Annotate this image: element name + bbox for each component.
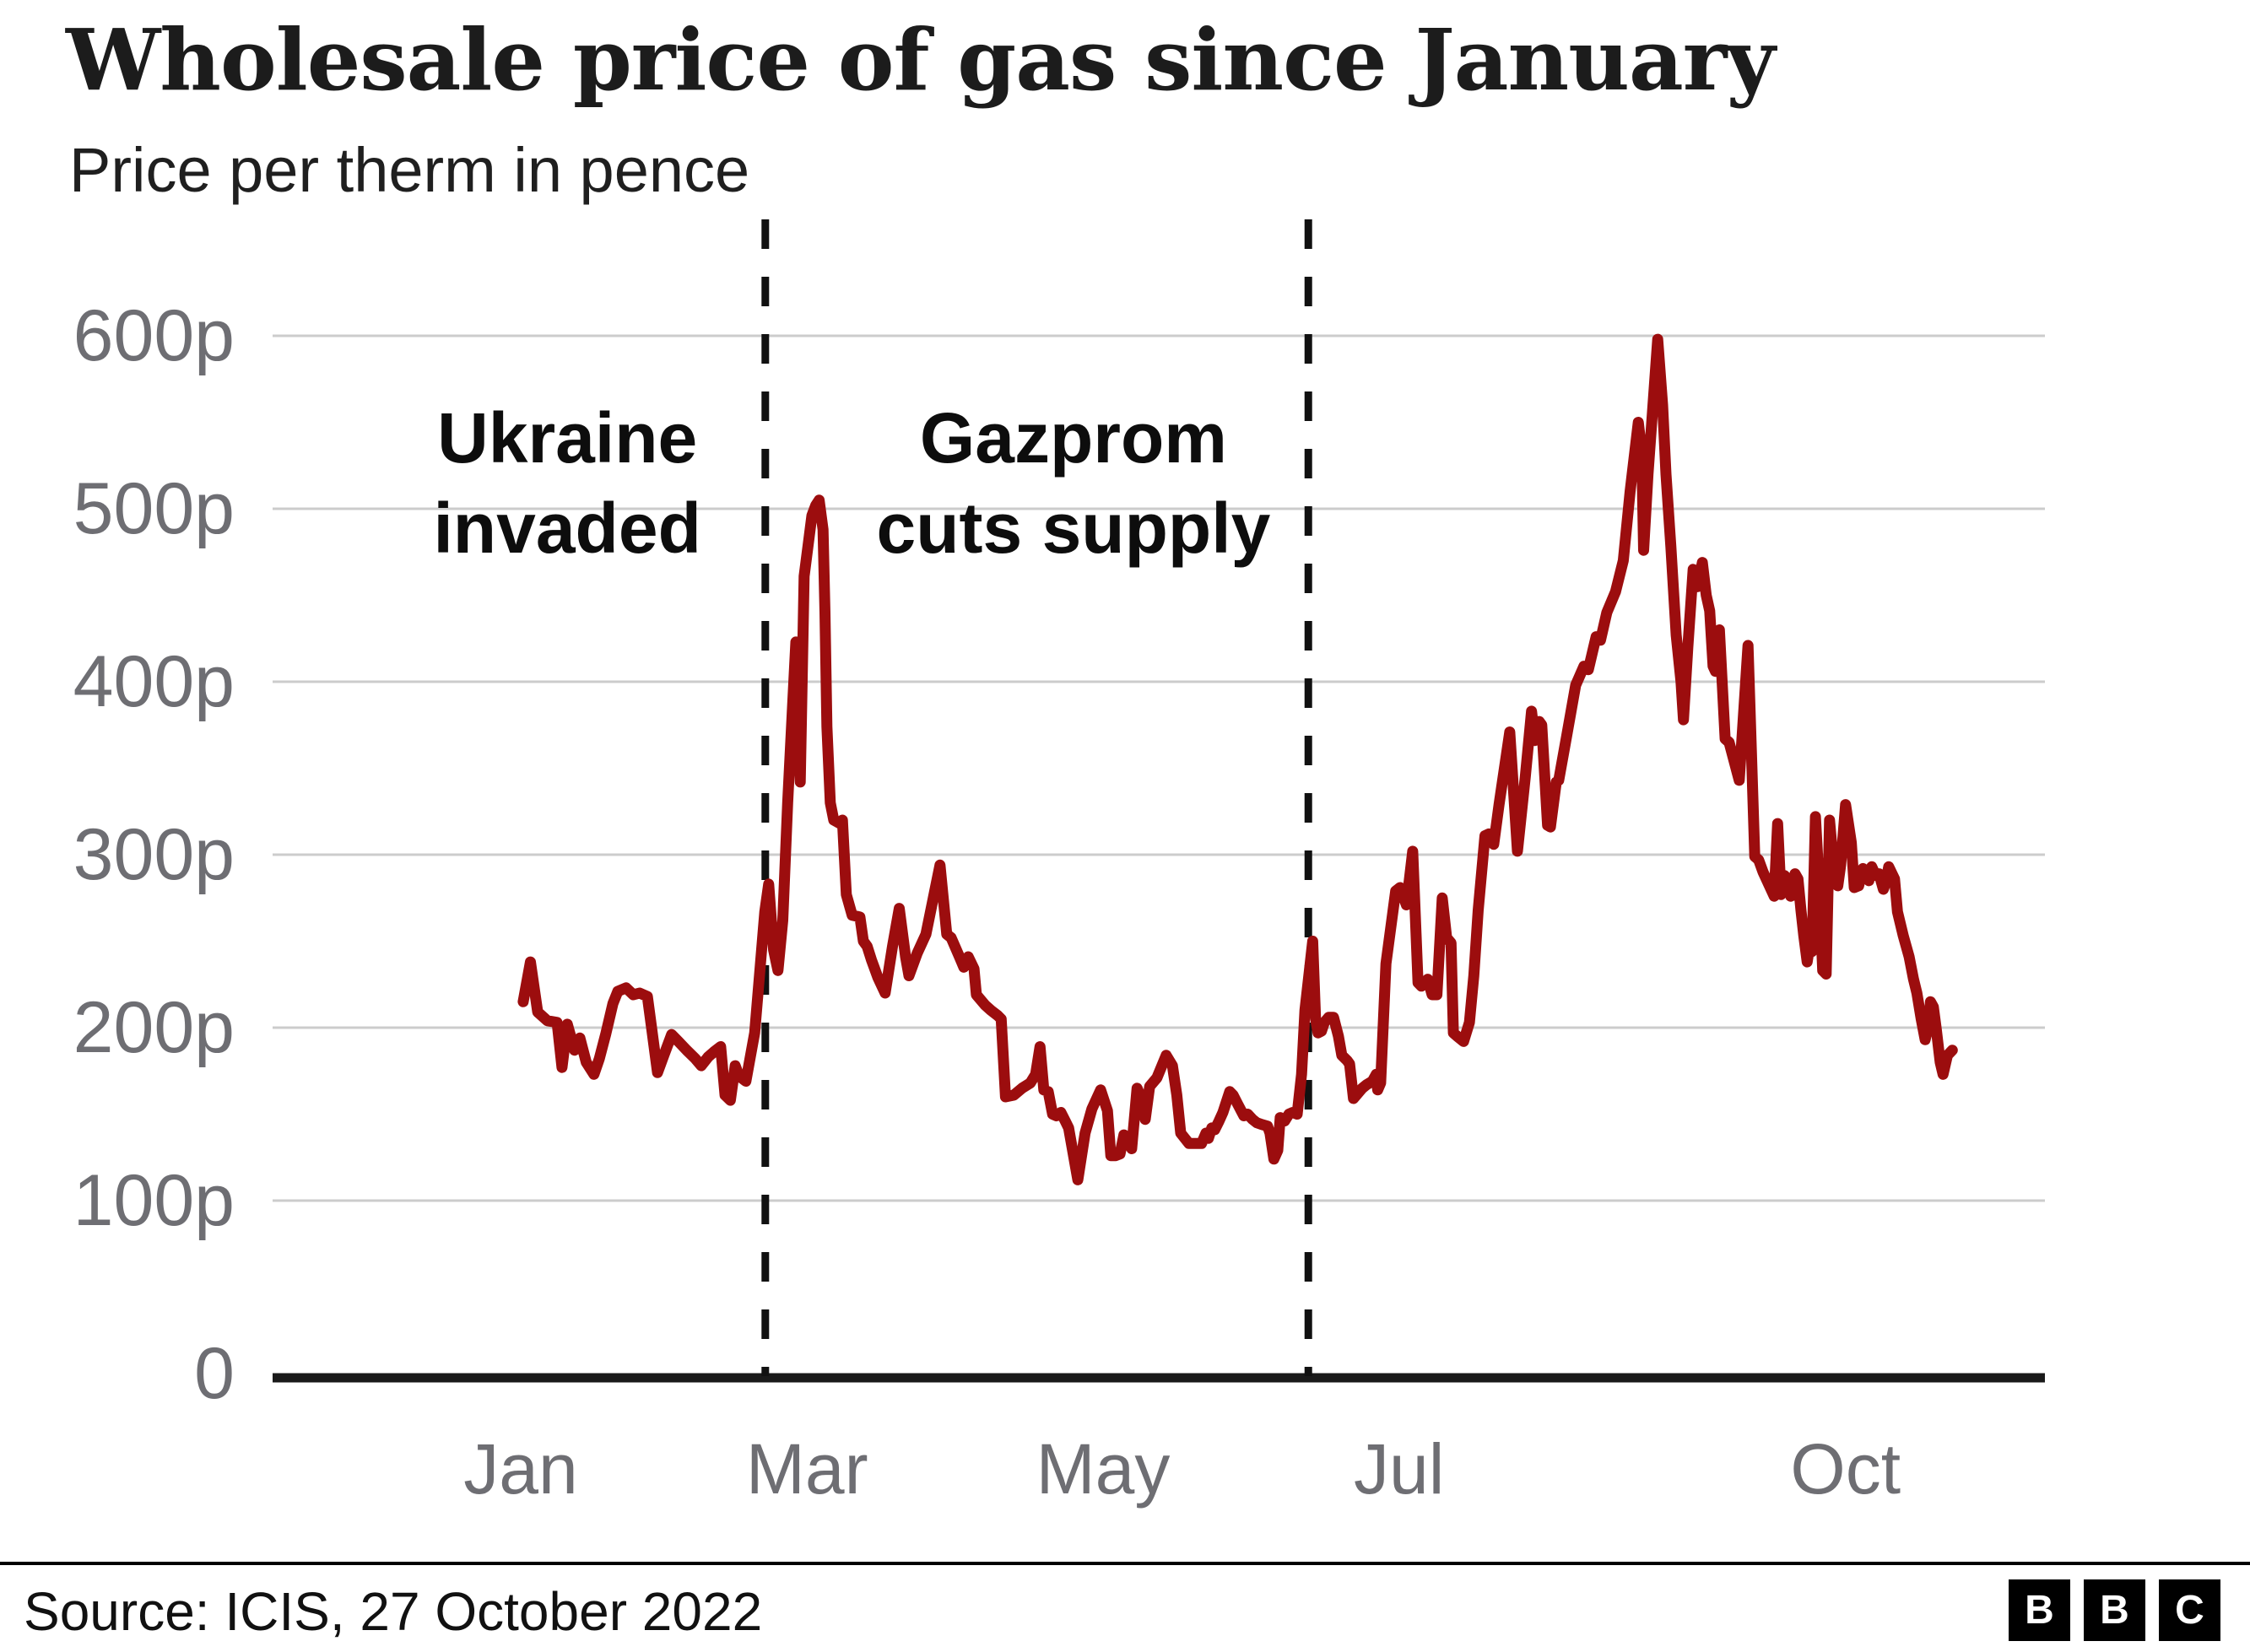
y-tick-label-100p: 100p xyxy=(73,1160,235,1241)
gazprom-cuts-supply-label-line-1: Gazprom xyxy=(919,398,1227,478)
source-caption: Source: ICIS, 27 October 2022 xyxy=(24,1581,763,1642)
chart-title: Wholesale price of gas since January xyxy=(66,10,1776,110)
y-tick-label-400p: 400p xyxy=(73,641,235,722)
chart-subtitle: Price per therm in pence xyxy=(69,135,750,205)
footer-divider xyxy=(0,1562,2250,1565)
bbc-logo-block-3: C xyxy=(2159,1579,2220,1641)
y-tick-label-300p: 300p xyxy=(73,814,235,895)
y-tick-label-500p: 500p xyxy=(73,468,235,549)
x-tick-label-Jul: Jul xyxy=(1354,1429,1445,1509)
ukraine-invaded-label-line-1: Ukraine xyxy=(437,398,698,478)
ukraine-invaded-label-line-2: invaded xyxy=(433,489,701,568)
ukraine-invaded-label: Ukraine invaded xyxy=(221,393,913,574)
bbc-logo-block-2: B xyxy=(2084,1579,2145,1641)
x-tick-label-May: May xyxy=(1036,1429,1171,1509)
y-tick-label-600p: 600p xyxy=(73,295,235,376)
bbc-logo-block-1: B xyxy=(2009,1579,2070,1641)
x-tick-label-Jan: Jan xyxy=(463,1429,578,1509)
gazprom-cuts-supply-label: Gazprom cuts supply xyxy=(727,393,1420,574)
y-tick-label-0: 0 xyxy=(194,1333,235,1414)
x-tick-label-Mar: Mar xyxy=(745,1429,868,1509)
x-tick-label-Oct: Oct xyxy=(1790,1429,1901,1509)
gazprom-cuts-supply-label-line-2: cuts supply xyxy=(876,489,1271,568)
price-line xyxy=(517,333,1958,1185)
y-tick-label-200p: 200p xyxy=(73,987,235,1068)
